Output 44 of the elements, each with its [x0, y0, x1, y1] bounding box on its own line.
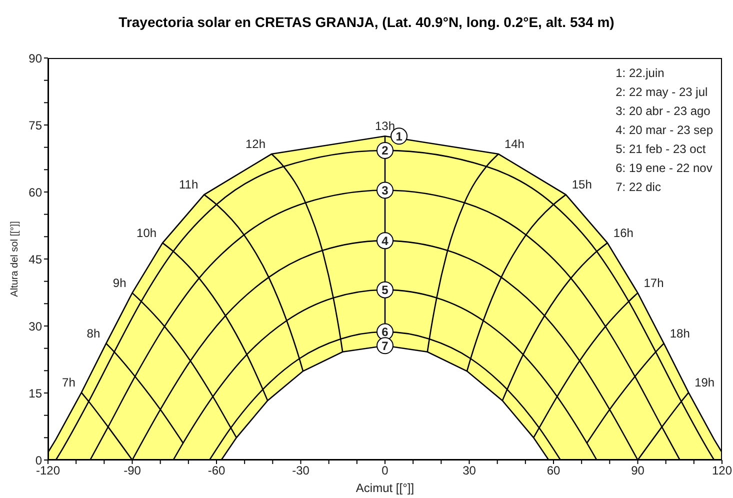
annotation: 2: 22 may - 23 jul: [616, 84, 709, 101]
annotation: 3: [382, 183, 389, 198]
x-tick-label: 90: [631, 464, 645, 478]
annotation: 7: [382, 338, 389, 353]
annotation: 11h: [179, 178, 198, 192]
annotation: 12h: [246, 137, 266, 152]
y-axis-title: Altura del sol [[°]]: [10, 220, 21, 297]
annotation: 6: 19 ene - 22 nov: [616, 160, 713, 177]
annotation: 10h: [136, 226, 157, 240]
y-tick-label: 45: [28, 252, 42, 266]
y-tick-label: 15: [28, 386, 42, 400]
y-tick-label: 60: [28, 185, 42, 200]
annotation: 8h: [86, 326, 100, 340]
annotation: 4: [382, 234, 389, 248]
annotation: 15h: [572, 178, 592, 192]
x-tick-label: 0: [382, 464, 389, 478]
x-tick-label: -90: [124, 464, 142, 478]
annotation: 5: 21 feb - 23 oct: [616, 141, 707, 158]
x-tick-label: 30: [462, 464, 476, 478]
annotation: 4: 20 mar - 23 sep: [616, 122, 713, 139]
chart-title: Trayectoria solar en CRETAS GRANJA, (Lat. 40.9°N, long. 0.2°E, alt. 534 m): [118, 14, 616, 30]
annotation: 3: 20 abr - 23 ago: [616, 103, 712, 120]
annotation: 13h: [374, 119, 396, 134]
annotation: 1: 22.juin: [616, 65, 666, 82]
x-tick-label: 60: [546, 464, 560, 478]
annotation: 16h: [613, 226, 634, 240]
x-axis-title: Acimut [[°]]: [356, 481, 414, 495]
annotation: 17h: [644, 276, 664, 290]
x-tick-label: -60: [208, 464, 226, 478]
annotation: 19h: [694, 376, 715, 390]
annotation: 5: [382, 283, 389, 298]
y-tick-label: 30: [28, 319, 42, 334]
y-tick-label: 75: [28, 118, 42, 132]
x-tick-label: 120: [712, 464, 732, 478]
annotation: 7: 22 dic: [616, 179, 662, 196]
x-tick-label: -30: [292, 464, 310, 478]
annotation: 18h: [670, 326, 690, 340]
annotation: 2: [382, 144, 389, 158]
y-tick-label: 90: [28, 51, 42, 66]
annotation: 9h: [112, 276, 126, 290]
annotation: 1: [396, 129, 403, 144]
annotation: 6: [382, 325, 389, 340]
annotation: 7h: [62, 376, 76, 390]
annotation: 14h: [504, 137, 524, 152]
